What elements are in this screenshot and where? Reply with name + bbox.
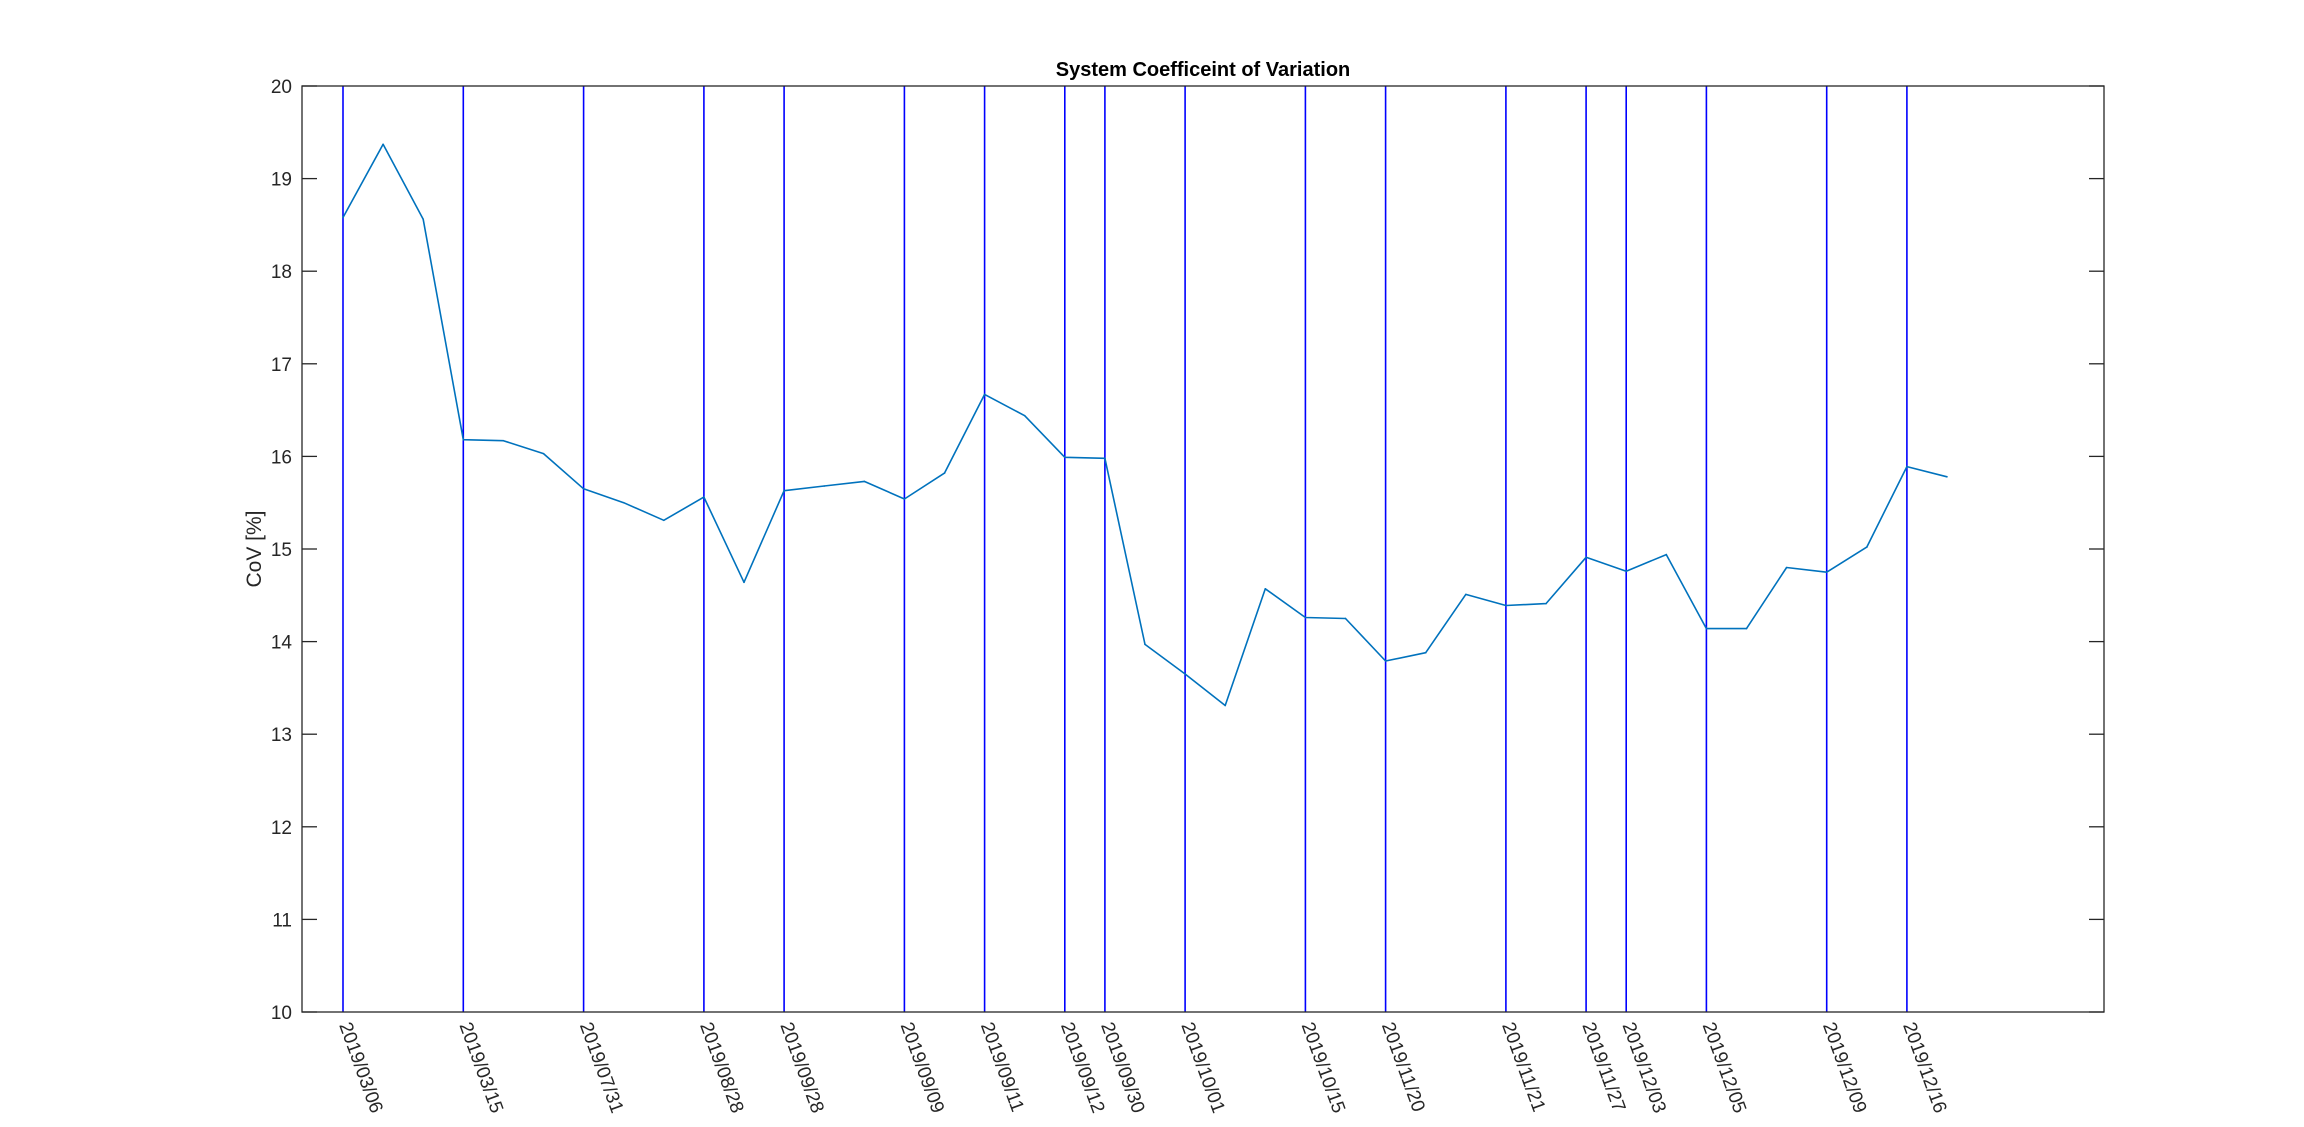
y-tick-label-2: 12 — [271, 818, 292, 839]
y-tick-label-0: 10 — [271, 1003, 292, 1024]
data-point-3 — [462, 438, 465, 441]
data-point-21 — [1184, 673, 1186, 675]
data-point-34 — [1705, 627, 1708, 630]
data-point-8 — [663, 519, 665, 522]
data-point-29 — [1505, 604, 1507, 607]
data-point-14 — [903, 498, 906, 500]
chart-title: System Coefficeint of Variation — [1056, 59, 1351, 81]
data-point-5 — [542, 452, 545, 455]
data-point-16 — [983, 393, 986, 396]
data-point-22 — [1224, 704, 1226, 707]
data-point-11 — [783, 489, 785, 492]
data-point-2 — [422, 218, 425, 221]
data-point-23 — [1264, 588, 1267, 590]
data-point-13 — [863, 480, 866, 483]
data-point-32 — [1625, 570, 1627, 573]
data-point-36 — [1785, 566, 1788, 569]
y-tick-label-7: 17 — [271, 355, 292, 376]
data-point-15 — [943, 472, 946, 474]
data-point-28 — [1465, 593, 1467, 596]
data-point-33 — [1665, 553, 1668, 556]
data-point-37 — [1825, 571, 1828, 573]
data-point-10 — [743, 581, 745, 584]
y-tick-label-1: 11 — [272, 910, 292, 931]
data-point-27 — [1424, 651, 1427, 654]
y-axis-ticks: 10 11 12 13 14 15 16 17 18 19 20 — [271, 77, 2104, 1024]
data-point-7 — [622, 501, 625, 504]
date-markers — [342, 86, 1908, 1012]
data-point-18 — [1064, 456, 1066, 459]
data-point-25 — [1344, 617, 1347, 620]
data-point-0 — [342, 216, 344, 219]
data-point-35 — [1745, 627, 1748, 630]
data-point-20 — [1144, 643, 1146, 646]
data-point-31 — [1585, 556, 1587, 559]
data-point-38 — [1866, 546, 1868, 548]
data-point-30 — [1545, 602, 1547, 605]
y-tick-label-8: 18 — [271, 262, 292, 283]
data-point-17 — [1023, 414, 1026, 417]
data-point-4 — [502, 439, 505, 442]
y-tick-label-10: 20 — [271, 77, 292, 98]
data-point-9 — [703, 496, 705, 498]
y-tick-label-6: 16 — [271, 447, 292, 468]
y-tick-label-3: 13 — [271, 725, 292, 746]
data-point-40 — [1946, 475, 1948, 478]
data-point-39 — [1906, 465, 1908, 468]
data-point-12 — [823, 485, 825, 487]
data-point-19 — [1104, 457, 1106, 460]
data-point-24 — [1304, 616, 1307, 619]
data-point-1 — [382, 143, 384, 146]
y-tick-label-4: 14 — [271, 633, 293, 654]
y-tick-label-5: 15 — [271, 540, 292, 561]
series-layer — [342, 143, 1948, 707]
y-axis-label: CoV [%] — [243, 510, 266, 587]
y-tick-label-9: 19 — [271, 170, 292, 191]
data-point-26 — [1384, 660, 1387, 662]
plot-area-background — [302, 86, 2104, 1012]
data-point-6 — [582, 488, 585, 490]
